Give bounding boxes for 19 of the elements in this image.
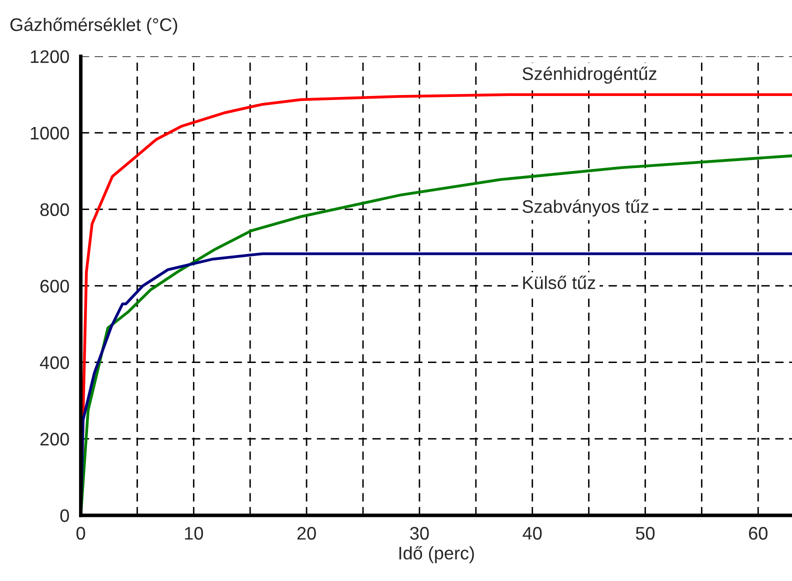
x-tick-label: 40 [522,526,542,540]
x-tick-label: 20 [297,526,316,540]
x-tick-label: 60 [749,526,768,540]
y-axis-title: Gázhőmérséklet (°C) [10,18,178,35]
y-tick-label: 400 [40,356,69,370]
y-tick-label: 1200 [30,50,69,64]
x-tick-label: 10 [185,526,204,540]
series-label: Külső tűz [523,276,596,290]
y-tick-label: 200 [40,432,69,446]
y-tick-label: 600 [40,280,69,293]
x-tick-label: 50 [636,526,655,540]
y-tick-label: 0 [60,509,69,522]
x-tick-label: 0 [76,526,86,540]
series-label: Szénhidrogéntűz [522,66,656,84]
y-tick-label: 1000 [30,126,69,140]
x-tick-label: 30 [410,526,429,540]
x-axis-title: Idő (perc) [399,546,474,564]
series-label: Szabványos tűz [522,199,648,217]
y-tick-label: 800 [40,203,69,216]
